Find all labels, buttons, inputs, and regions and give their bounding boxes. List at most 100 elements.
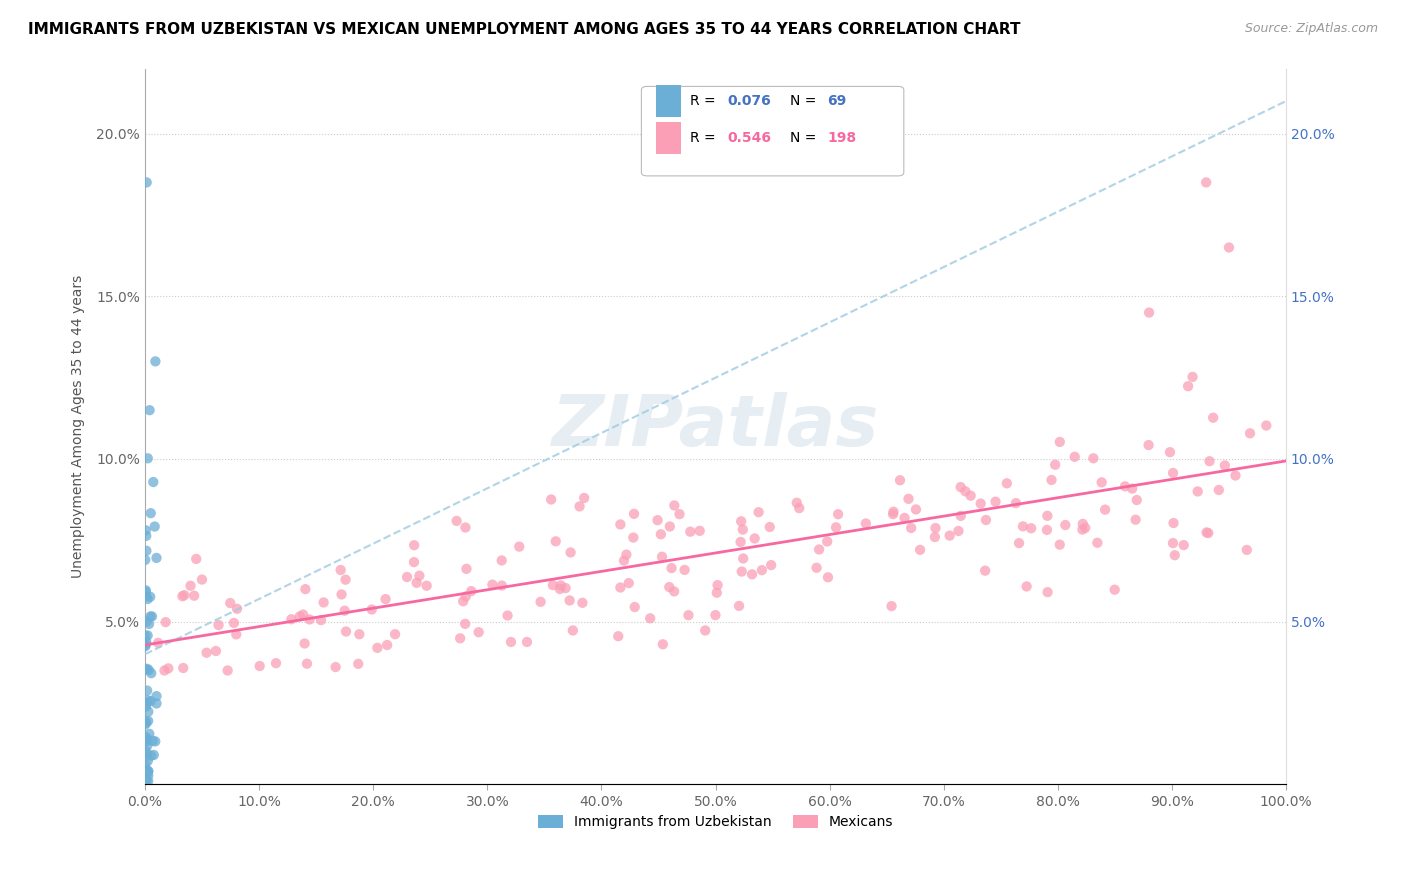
Point xyxy=(900,521,922,535)
Point xyxy=(226,601,249,615)
Point xyxy=(325,660,347,674)
Point xyxy=(1114,479,1136,493)
Point xyxy=(647,513,669,527)
Point xyxy=(1159,445,1181,459)
Point xyxy=(751,563,773,577)
Point xyxy=(1239,426,1261,441)
Point xyxy=(294,582,316,596)
Point xyxy=(222,615,245,630)
Point xyxy=(205,644,228,658)
Point xyxy=(143,734,166,748)
Point xyxy=(347,657,370,671)
Point xyxy=(516,635,538,649)
Point xyxy=(1225,468,1247,483)
Point xyxy=(467,625,489,640)
Text: 198: 198 xyxy=(827,131,856,145)
Text: Source: ZipAtlas.com: Source: ZipAtlas.com xyxy=(1244,22,1378,36)
Point xyxy=(744,532,766,546)
Point xyxy=(1071,516,1094,531)
Point xyxy=(969,497,991,511)
Point xyxy=(415,579,437,593)
Point xyxy=(668,507,690,521)
Legend: Immigrants from Uzbekistan, Mexicans: Immigrants from Uzbekistan, Mexicans xyxy=(533,810,898,835)
Point xyxy=(613,554,636,568)
Point xyxy=(1091,475,1114,490)
Point xyxy=(135,745,157,759)
Point xyxy=(658,519,681,533)
Point xyxy=(1094,502,1116,516)
Point xyxy=(1036,585,1059,599)
Point xyxy=(731,523,754,537)
Point xyxy=(135,715,157,730)
Point xyxy=(638,611,661,625)
Point xyxy=(1218,240,1240,254)
Point xyxy=(1005,496,1028,510)
Point xyxy=(491,553,513,567)
Point xyxy=(651,549,673,564)
Point xyxy=(1161,536,1184,550)
Point xyxy=(136,705,159,719)
Point xyxy=(141,609,163,624)
Point xyxy=(731,565,754,579)
Point xyxy=(650,527,672,541)
Point xyxy=(530,595,553,609)
Point xyxy=(134,629,156,643)
Point xyxy=(298,612,321,626)
Point xyxy=(1164,548,1187,562)
Point xyxy=(172,661,194,675)
Point xyxy=(142,475,165,489)
Point xyxy=(664,499,686,513)
Point xyxy=(134,764,156,778)
Point xyxy=(1198,454,1220,468)
Point xyxy=(787,501,810,516)
Point xyxy=(1043,458,1066,472)
Point xyxy=(136,764,159,779)
Point xyxy=(959,489,981,503)
Point xyxy=(883,505,905,519)
Point xyxy=(949,480,972,494)
Point xyxy=(138,403,160,417)
Point xyxy=(449,632,471,646)
Point xyxy=(138,727,160,741)
Point xyxy=(1213,458,1236,473)
Point xyxy=(1054,518,1077,533)
Point xyxy=(664,584,686,599)
Point xyxy=(135,175,157,189)
Point xyxy=(134,717,156,731)
Point xyxy=(730,535,752,549)
Point xyxy=(135,774,157,789)
Point xyxy=(974,564,997,578)
Point xyxy=(1083,451,1105,466)
Point xyxy=(172,589,194,603)
Point xyxy=(817,570,839,584)
Point xyxy=(384,627,406,641)
Point xyxy=(748,505,770,519)
Point xyxy=(491,578,513,592)
Point xyxy=(153,664,176,678)
Point xyxy=(1008,536,1031,550)
Point xyxy=(136,592,159,607)
Point xyxy=(897,491,920,506)
Point xyxy=(623,600,645,615)
Point xyxy=(1187,484,1209,499)
Point xyxy=(1202,410,1225,425)
Point xyxy=(1197,526,1219,541)
Point xyxy=(695,624,717,638)
Point xyxy=(955,484,977,499)
Point xyxy=(264,656,287,670)
Point xyxy=(984,494,1007,508)
Point xyxy=(360,602,382,616)
Point xyxy=(446,514,468,528)
Point xyxy=(560,545,582,559)
Point xyxy=(974,513,997,527)
Point xyxy=(938,528,960,542)
Point xyxy=(855,516,877,531)
Point xyxy=(374,592,396,607)
Point xyxy=(1181,370,1204,384)
Point xyxy=(1208,483,1230,497)
Point xyxy=(136,739,159,753)
Point xyxy=(309,613,332,627)
Point xyxy=(607,629,630,643)
Point xyxy=(621,531,644,545)
Point xyxy=(135,524,157,538)
